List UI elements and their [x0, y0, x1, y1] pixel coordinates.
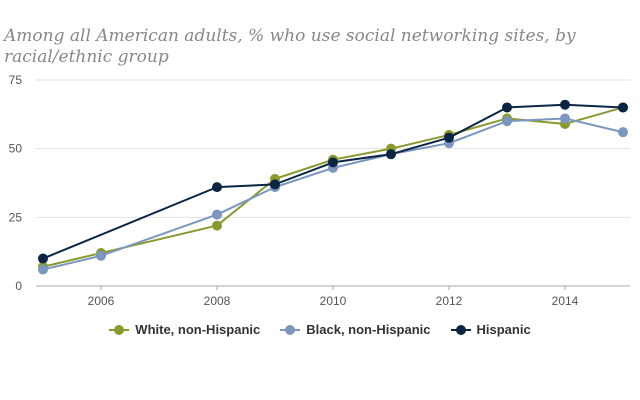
legend-item: Black, non-Hispanic	[280, 322, 431, 337]
legend-swatch	[280, 324, 301, 336]
series-group	[38, 113, 628, 275]
chart-title: Among all American adults, % who use soc…	[4, 26, 576, 67]
series-line	[42, 117, 624, 271]
series-line	[42, 106, 624, 268]
data-point	[560, 113, 570, 124]
data-point	[502, 116, 512, 127]
legend-label: Hispanic	[476, 322, 531, 337]
data-point	[212, 220, 222, 231]
y-tick-label: 25	[9, 210, 23, 224]
y-tick-label: 50	[9, 142, 23, 156]
y-tick-label: 0	[15, 279, 22, 293]
legend-label: White, non-Hispanic	[135, 322, 261, 337]
data-point	[444, 132, 454, 143]
legend-item: White, non-Hispanic	[109, 322, 260, 337]
x-tick-label: 2012	[436, 294, 463, 308]
x-tick-label: 2014	[552, 294, 579, 308]
legend-swatch	[450, 324, 471, 336]
data-point	[618, 127, 628, 138]
data-point	[328, 157, 338, 168]
x-tick-label: 2010	[320, 294, 347, 308]
data-point	[386, 149, 396, 160]
data-point	[270, 179, 280, 190]
tick-labels: 0 25 50 75 2006 2008 2010 2012 2014	[9, 73, 579, 308]
series-line	[42, 103, 624, 260]
data-point	[560, 99, 570, 110]
data-point	[38, 253, 48, 264]
x-tick-label: 2006	[88, 294, 115, 308]
y-tick-label: 75	[9, 73, 23, 87]
x-tick-label: 2008	[204, 294, 231, 308]
legend-swatch	[109, 324, 130, 336]
data-point	[212, 182, 222, 193]
data-point	[96, 250, 106, 261]
series-lines	[38, 99, 628, 275]
data-point	[502, 102, 512, 113]
legend: White, non-Hispanic Black, non-Hispanic Hi…	[0, 322, 640, 337]
data-point	[212, 209, 222, 220]
grid-lines	[36, 79, 630, 287]
data-point	[618, 102, 628, 113]
legend-label: Black, non-Hispanic	[306, 322, 431, 337]
legend-item: Hispanic	[450, 322, 531, 337]
data-point	[38, 264, 48, 275]
series-group	[38, 99, 628, 264]
